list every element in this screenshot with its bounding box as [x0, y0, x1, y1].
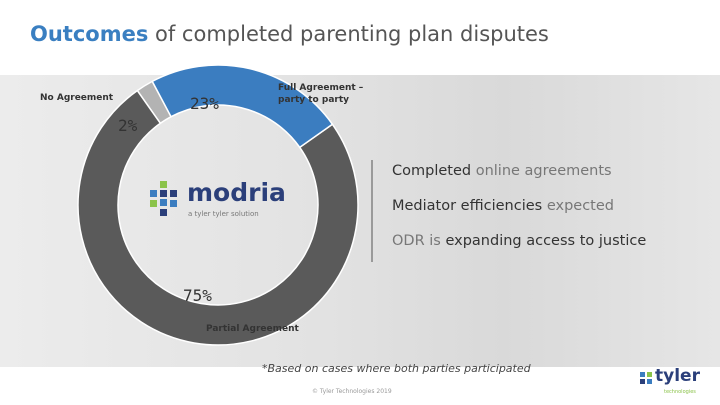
value-label: 2% [118, 116, 138, 135]
value-label: 23% [190, 94, 219, 113]
brand-sub: technologies [664, 389, 696, 395]
bullet-run: expanding access to justice [445, 233, 647, 249]
logo-name: modria [187, 178, 286, 207]
value-label: 75% [183, 286, 212, 305]
slice [77, 89, 359, 346]
bullet: Mediator efficiencies expected [392, 198, 614, 214]
copyright: © Tyler Technologies 2019 [312, 388, 392, 395]
bullet: Completed online agreements [392, 163, 612, 179]
title-emphasis: Outcomes [30, 22, 149, 46]
title-rest: of completed parenting plan disputes [148, 22, 549, 46]
bullet-run: expected [542, 198, 614, 214]
bullet: ODR is expanding access to justice [392, 233, 646, 249]
tyler-icon [640, 372, 652, 384]
category-label: Partial Agreement [206, 324, 299, 334]
footnote: *Based on cases where both parties parti… [262, 362, 531, 375]
bullet-run: Completed [392, 163, 472, 179]
brand-name: tyler [655, 366, 700, 386]
category-label: No Agreement [40, 93, 114, 103]
slice [151, 64, 334, 149]
title: Outcomes of completed parenting plan dis… [30, 22, 549, 46]
bullet-run: ODR is [392, 233, 446, 249]
category-label: Full Agreement – party to party [278, 83, 364, 105]
bullet-run: Mediator efficiencies [392, 198, 543, 214]
logo-tagline: a tyler tyler solution [188, 210, 259, 218]
bullet-run: online agreements [471, 163, 612, 179]
modria-icon [150, 181, 177, 216]
